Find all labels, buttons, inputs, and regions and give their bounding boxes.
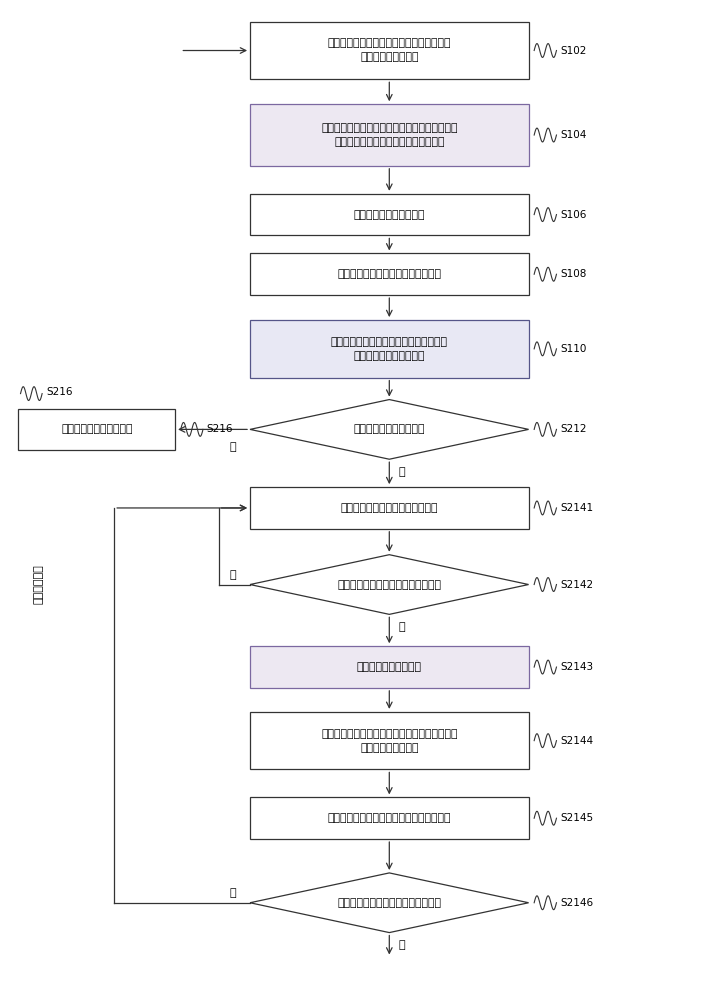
FancyBboxPatch shape bbox=[250, 320, 529, 378]
Text: S104: S104 bbox=[560, 130, 586, 140]
Text: S110: S110 bbox=[560, 344, 586, 354]
FancyBboxPatch shape bbox=[250, 797, 529, 839]
Text: 在除湿机的压缩机处于通电状态的情况下，
检测压缩机是否运行: 在除湿机的压缩机处于通电状态的情况下， 检测压缩机是否运行 bbox=[328, 39, 451, 63]
Text: S102: S102 bbox=[560, 46, 586, 56]
Text: S216: S216 bbox=[206, 424, 233, 434]
Text: S108: S108 bbox=[560, 269, 586, 279]
Text: S2143: S2143 bbox=[560, 662, 593, 672]
Text: 控制除湿机进入停机状态: 控制除湿机进入停机状态 bbox=[61, 424, 133, 434]
Text: S106: S106 bbox=[560, 210, 586, 220]
Text: 记录动力装置在预设工作方式下的运行次数: 记录动力装置在预设工作方式下的运行次数 bbox=[328, 813, 451, 823]
Text: 判断停止时间是否达到第三预设时间: 判断停止时间是否达到第三预设时间 bbox=[337, 580, 442, 590]
Text: 否: 否 bbox=[230, 888, 236, 898]
Text: S2145: S2145 bbox=[560, 813, 593, 823]
Text: 如果判断出运行时间达到第二预设时间，
则控制动力装置停止运行: 如果判断出运行时间达到第二预设时间， 则控制动力装置停止运行 bbox=[331, 337, 448, 361]
Text: 否: 否 bbox=[230, 570, 236, 580]
Polygon shape bbox=[250, 555, 529, 614]
FancyBboxPatch shape bbox=[250, 194, 529, 235]
FancyBboxPatch shape bbox=[250, 253, 529, 295]
FancyBboxPatch shape bbox=[250, 22, 529, 79]
Text: 控制动力装置启动排水: 控制动力装置启动排水 bbox=[357, 662, 422, 672]
FancyBboxPatch shape bbox=[250, 104, 529, 166]
Text: 检测动力装置的运行时间: 检测动力装置的运行时间 bbox=[354, 210, 425, 220]
Text: S2141: S2141 bbox=[560, 503, 593, 513]
Text: 判断运行时间是否达到第二预设时间: 判断运行时间是否达到第二预设时间 bbox=[337, 269, 442, 279]
FancyBboxPatch shape bbox=[18, 409, 175, 450]
Polygon shape bbox=[250, 400, 529, 459]
Text: S2144: S2144 bbox=[560, 736, 593, 746]
Text: 判断停止时间是否达到第三预设时间: 判断停止时间是否达到第三预设时间 bbox=[337, 898, 442, 908]
Polygon shape bbox=[250, 873, 529, 933]
FancyBboxPatch shape bbox=[250, 487, 529, 529]
Text: S2142: S2142 bbox=[560, 580, 593, 590]
Text: 运行次数清零: 运行次数清零 bbox=[34, 565, 44, 604]
Text: 检测压缩机是否启动运行: 检测压缩机是否启动运行 bbox=[354, 424, 425, 434]
Text: 如果检测出压缩机停止运行，则控制除湿机的动
力装置在经过第一预设时间后启动排水: 如果检测出压缩机停止运行，则控制除湿机的动 力装置在经过第一预设时间后启动排水 bbox=[321, 123, 458, 147]
Text: S2146: S2146 bbox=[560, 898, 593, 908]
Text: S216: S216 bbox=[46, 387, 73, 397]
Text: 是: 是 bbox=[399, 941, 405, 951]
Text: S212: S212 bbox=[560, 424, 586, 434]
Text: 是: 是 bbox=[399, 467, 405, 477]
Text: 在动力装置的运行时间达到第四预设时间后，控
制动力装置停止运行: 在动力装置的运行时间达到第四预设时间后，控 制动力装置停止运行 bbox=[321, 729, 458, 753]
Text: 检测动力装置停止运行的停止时间: 检测动力装置停止运行的停止时间 bbox=[340, 503, 438, 513]
FancyBboxPatch shape bbox=[250, 712, 529, 769]
Text: 否: 否 bbox=[230, 442, 236, 452]
FancyBboxPatch shape bbox=[250, 646, 529, 688]
Text: 是: 是 bbox=[399, 622, 405, 632]
